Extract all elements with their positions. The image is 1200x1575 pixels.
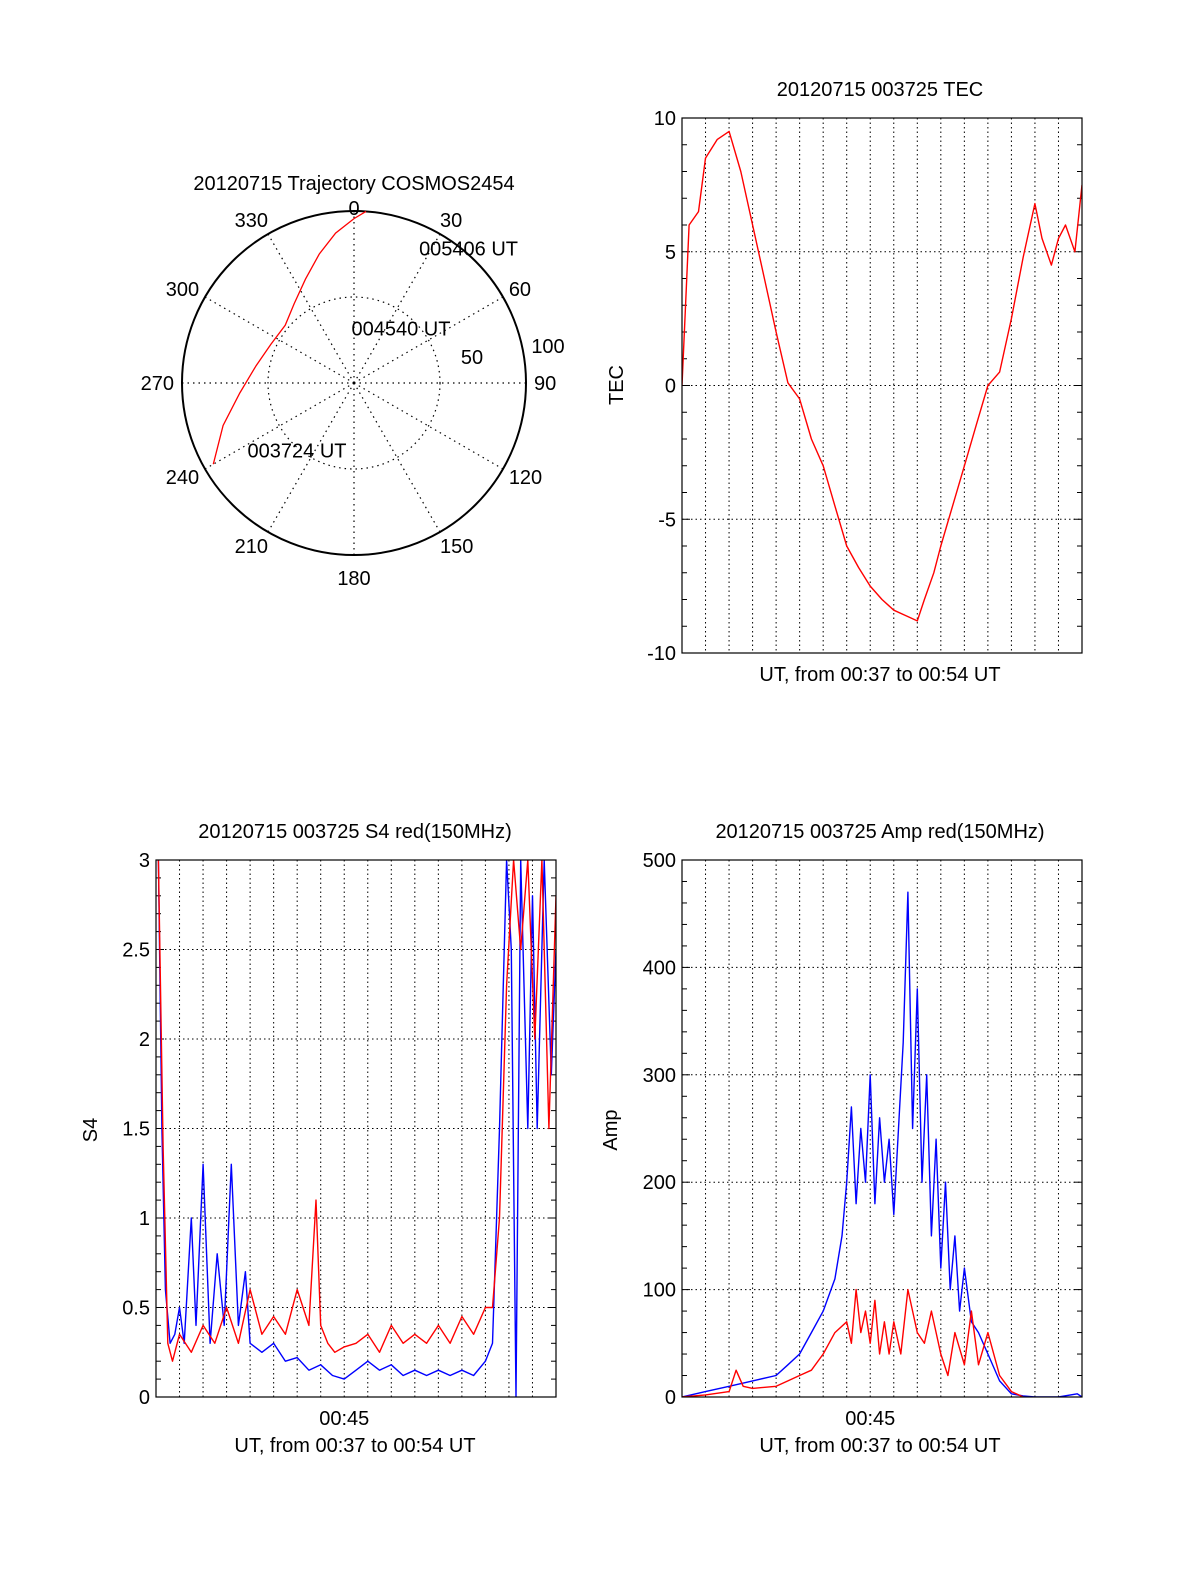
polar-angle-label: 150 xyxy=(440,536,473,558)
amp-grid xyxy=(682,860,1082,1397)
polar-angle-label: 30 xyxy=(440,210,462,232)
s4-ytick-label: 1.5 xyxy=(122,1119,150,1141)
polar-panel: 20120715 Trajectory COSMOS2454 0 30 60 90 12… xyxy=(141,173,565,590)
s4-panel: 20120715 003725 S4 red(150MHz) 3 2.5 2 1.5 1… xyxy=(80,821,557,1457)
polar-angle-label: 240 xyxy=(166,467,199,489)
polar-angle-label: 0 xyxy=(348,198,359,220)
polar-angle-label: 270 xyxy=(141,373,174,395)
s4-ytick-label: 2.5 xyxy=(122,940,150,962)
tec-yticks: 10 5 0 -5 -10 xyxy=(647,108,676,665)
amp-ytick-label: 500 xyxy=(643,850,676,872)
tec-frame xyxy=(681,117,1083,654)
tec-panel: 20120715 003725 TEC 10 5 0 -5 -10 TEC UT, fr… xyxy=(606,79,1083,686)
polar-ring xyxy=(267,296,441,470)
amp-ytick-label: 300 xyxy=(643,1065,676,1087)
s4-yticks: 3 2.5 2 1.5 1 0.5 0 xyxy=(122,850,150,1409)
s4-red-series-line xyxy=(157,860,556,1362)
polar-spoke xyxy=(353,382,504,470)
s4-ytick-label: 2 xyxy=(139,1029,150,1051)
tec-title: 20120715 003725 TEC xyxy=(777,79,983,101)
polar-annotation: 004540 UT xyxy=(351,318,450,340)
polar-spoke xyxy=(353,296,504,384)
amp-red-series-line xyxy=(682,1288,1024,1397)
s4-series xyxy=(157,860,556,1397)
tec-ytick-label: -5 xyxy=(658,509,676,531)
polar-radius-label: 100 xyxy=(531,336,564,358)
tec-series xyxy=(682,130,1082,622)
s4-ytick-label: 1 xyxy=(139,1208,150,1230)
s4-ytick-label: 0.5 xyxy=(122,1298,150,1320)
amp-xtick-label: 00:45 xyxy=(845,1408,895,1430)
amp-ylabel: Amp xyxy=(600,1109,622,1150)
polar-angle-label: 330 xyxy=(235,210,268,232)
tec-ytick-label: 5 xyxy=(665,242,676,264)
polar-angle-label: 300 xyxy=(166,279,199,301)
s4-ytick-label: 0 xyxy=(139,1387,150,1409)
polar-angle-label: 120 xyxy=(509,467,542,489)
amp-ytick-label: 0 xyxy=(665,1387,676,1409)
tec-xlabel: UT, from 00:37 to 00:54 UT xyxy=(759,664,1000,686)
s4-xlabel: UT, from 00:37 to 00:54 UT xyxy=(234,1435,475,1457)
s4-grid xyxy=(156,860,556,1397)
tec-ytick-label: 0 xyxy=(665,376,676,398)
s4-ytick-label: 3 xyxy=(139,850,150,872)
polar-spoke xyxy=(353,382,441,533)
amp-series xyxy=(682,891,1082,1397)
s4-xticks: 00:45 xyxy=(319,1408,369,1430)
amp-blue-series-line xyxy=(682,891,1082,1397)
polar-spoke xyxy=(267,382,355,533)
tec-ytick-label: 10 xyxy=(654,108,676,130)
s4-blue-series-line xyxy=(157,860,556,1397)
polar-outer-circle xyxy=(181,210,527,556)
s4-title: 20120715 003725 S4 red(150MHz) xyxy=(198,821,512,843)
polar-radius-label: 50 xyxy=(461,347,483,369)
polar-spoke xyxy=(353,233,441,384)
polar-angle-label: 180 xyxy=(337,568,370,590)
polar-spoke xyxy=(267,233,355,384)
polar-trajectory-line xyxy=(212,210,367,465)
amp-title: 20120715 003725 Amp red(150MHz) xyxy=(715,821,1044,843)
polar-spoke xyxy=(204,296,355,384)
amp-ytick-label: 200 xyxy=(643,1172,676,1194)
tec-grid xyxy=(682,118,1082,653)
s4-xtick-label: 00:45 xyxy=(319,1408,369,1430)
s4-ylabel: S4 xyxy=(80,1118,102,1142)
polar-annotation: 005406 UT xyxy=(419,238,518,260)
polar-spoke xyxy=(204,382,355,470)
amp-ytick-label: 400 xyxy=(643,957,676,979)
s4-frame xyxy=(155,859,557,1398)
polar-grid xyxy=(182,211,526,555)
polar-series xyxy=(212,210,367,465)
amp-frame xyxy=(681,859,1083,1398)
amp-panel: 20120715 003725 Amp red(150MHz) 500 400 30… xyxy=(600,821,1083,1457)
polar-radius-labels: 50 100 xyxy=(461,336,565,369)
amp-xlabel: UT, from 00:37 to 00:54 UT xyxy=(759,1435,1000,1457)
polar-annotation: 003724 UT xyxy=(248,441,347,463)
polar-angle-label: 210 xyxy=(235,536,268,558)
amp-ytick-label: 100 xyxy=(643,1280,676,1302)
tec-ytick-label: -10 xyxy=(647,643,676,665)
amp-yticks: 500 400 300 200 100 0 xyxy=(643,850,676,1409)
tec-ylabel: TEC xyxy=(606,365,628,405)
polar-angle-label: 90 xyxy=(534,373,556,395)
polar-angle-label: 60 xyxy=(509,279,531,301)
polar-angle-labels: 0 30 60 90 120 150 180 210 240 270 300 330 xyxy=(141,198,557,590)
tec-red-series-line xyxy=(682,130,1082,622)
polar-title: 20120715 Trajectory COSMOS2454 xyxy=(193,173,514,195)
amp-xticks: 00:45 xyxy=(845,1408,895,1430)
polar-annotations: 005406 UT 004540 UT 003724 UT xyxy=(248,238,518,462)
